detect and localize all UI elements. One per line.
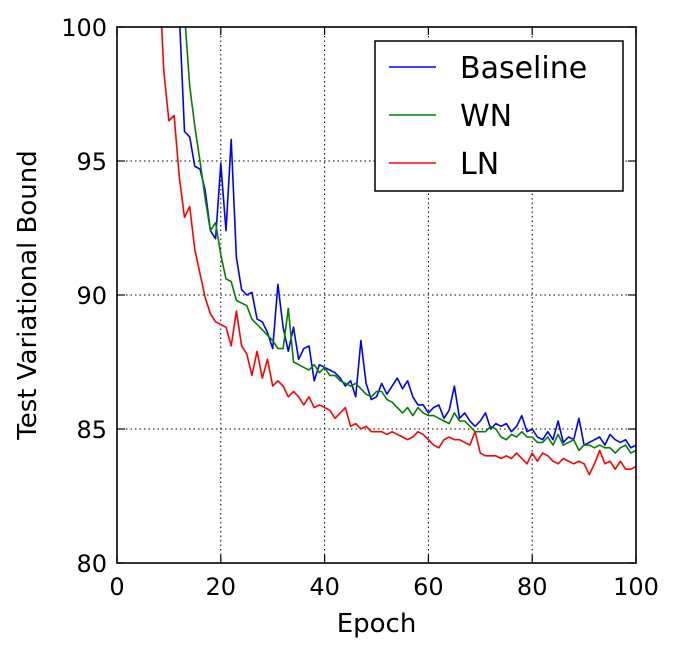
x-tick-label: 100 [613, 573, 659, 601]
y-tick-label: 90 [76, 282, 107, 310]
y-tick-label: 95 [76, 148, 107, 176]
x-tick-label: 0 [109, 573, 124, 601]
legend-label-baseline: Baseline [460, 51, 587, 86]
legend-box [374, 40, 624, 192]
x-axis-label: Epoch [337, 609, 417, 639]
y-tick-label: 85 [76, 416, 107, 444]
series-lines [160, 27, 636, 476]
x-tick-label: 80 [517, 573, 548, 601]
series-line-ln [160, 27, 636, 476]
x-tick-label: 60 [413, 573, 444, 601]
x-tick-label: 40 [309, 573, 340, 601]
y-tick-label: 100 [61, 14, 107, 42]
legend-label-wn: WN [460, 99, 512, 134]
y-axis-label: Test Variational Bound [13, 150, 43, 440]
series-line-wn [184, 27, 636, 454]
x-tick-label: 20 [206, 573, 237, 601]
axis-ticks: 0 20 40 60 80 100 80 85 90 95 100 [61, 14, 659, 601]
series-line-baseline [179, 27, 636, 449]
y-tick-label: 80 [76, 550, 107, 578]
legend: Baseline WN LN [374, 40, 624, 192]
legend-label-ln: LN [460, 147, 499, 182]
